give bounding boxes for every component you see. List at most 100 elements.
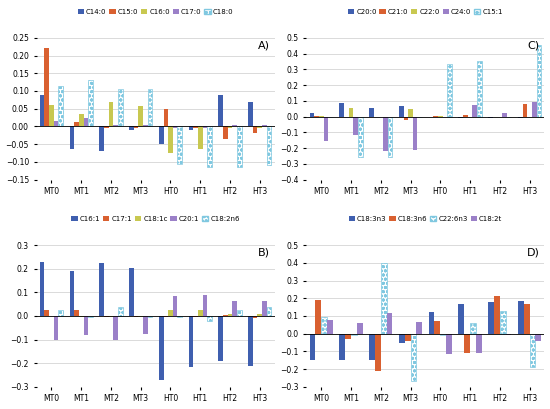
Bar bbox=[193, 316, 198, 317]
Bar bbox=[139, 106, 143, 126]
Bar bbox=[476, 334, 482, 353]
Bar bbox=[70, 271, 74, 316]
Bar bbox=[129, 267, 134, 316]
Legend: C18:3n3, C18:3n6, C22:6n3, C18:2t: C18:3n3, C18:3n6, C22:6n3, C18:2t bbox=[346, 213, 505, 225]
Bar bbox=[198, 310, 202, 316]
Bar bbox=[237, 310, 241, 316]
Legend: C14:0, C15:0, C16:0, C17:0, C18:0: C14:0, C15:0, C16:0, C17:0, C18:0 bbox=[75, 6, 236, 18]
Bar bbox=[530, 334, 535, 367]
Bar bbox=[522, 104, 527, 117]
Legend: C20:0, C21:0, C22:0, C24:0, C15:1: C20:0, C21:0, C22:0, C24:0, C15:1 bbox=[345, 6, 505, 18]
Bar bbox=[351, 334, 357, 335]
Bar bbox=[441, 334, 446, 335]
Bar bbox=[202, 295, 207, 316]
Bar bbox=[488, 302, 494, 334]
Bar bbox=[88, 316, 93, 317]
Bar bbox=[134, 126, 139, 128]
Bar bbox=[532, 101, 537, 117]
Bar bbox=[49, 105, 54, 126]
Bar bbox=[100, 263, 104, 316]
Bar bbox=[349, 108, 353, 117]
Bar bbox=[178, 316, 182, 317]
Bar bbox=[74, 122, 79, 126]
Bar bbox=[189, 316, 193, 367]
Bar bbox=[358, 117, 362, 157]
Bar bbox=[40, 94, 45, 126]
Bar bbox=[79, 316, 84, 317]
Bar bbox=[502, 112, 507, 117]
Bar bbox=[369, 334, 375, 360]
Bar bbox=[339, 334, 345, 360]
Bar bbox=[104, 126, 109, 128]
Bar bbox=[375, 334, 381, 371]
Bar bbox=[447, 64, 452, 117]
Bar bbox=[267, 306, 271, 316]
Bar bbox=[470, 323, 476, 334]
Bar bbox=[381, 263, 387, 334]
Bar bbox=[438, 116, 443, 117]
Bar bbox=[446, 334, 452, 354]
Legend: C16:1, C17:1, C18:1c, C20:1, C18:2n6: C16:1, C17:1, C18:1c, C20:1, C18:2n6 bbox=[69, 213, 243, 225]
Bar bbox=[459, 304, 464, 334]
Bar bbox=[159, 316, 163, 380]
Bar bbox=[410, 334, 416, 382]
Bar bbox=[88, 80, 93, 126]
Bar bbox=[253, 126, 257, 133]
Bar bbox=[505, 334, 512, 335]
Text: D): D) bbox=[527, 248, 540, 258]
Bar bbox=[173, 126, 178, 128]
Bar bbox=[129, 126, 134, 130]
Bar bbox=[321, 317, 327, 334]
Bar bbox=[202, 126, 207, 128]
Bar bbox=[267, 126, 271, 165]
Bar bbox=[173, 296, 178, 316]
Bar bbox=[524, 303, 530, 334]
Bar bbox=[163, 316, 168, 317]
Bar bbox=[262, 301, 267, 316]
Bar bbox=[383, 117, 388, 151]
Bar bbox=[399, 334, 405, 343]
Bar bbox=[104, 316, 109, 317]
Bar bbox=[316, 300, 321, 334]
Bar bbox=[223, 315, 228, 316]
Bar bbox=[113, 316, 118, 339]
Bar bbox=[353, 117, 358, 135]
Bar bbox=[118, 306, 123, 316]
Bar bbox=[134, 316, 139, 317]
Bar bbox=[537, 45, 541, 117]
Bar bbox=[310, 334, 316, 360]
Bar bbox=[148, 89, 152, 126]
Bar bbox=[408, 110, 413, 117]
Bar bbox=[228, 126, 232, 128]
Text: A): A) bbox=[258, 41, 270, 51]
Bar bbox=[189, 126, 193, 130]
Bar bbox=[100, 126, 104, 151]
Bar bbox=[148, 316, 152, 317]
Bar bbox=[404, 117, 408, 120]
Bar bbox=[84, 316, 88, 335]
Bar bbox=[143, 125, 148, 126]
Bar bbox=[178, 126, 182, 164]
Bar bbox=[79, 114, 84, 126]
Bar bbox=[118, 89, 123, 126]
Bar bbox=[237, 126, 241, 167]
Bar bbox=[345, 334, 351, 339]
Bar bbox=[168, 126, 173, 153]
Bar bbox=[464, 334, 470, 353]
Bar bbox=[500, 311, 505, 334]
Text: C): C) bbox=[527, 41, 540, 51]
Bar bbox=[459, 117, 463, 118]
Bar bbox=[413, 117, 417, 150]
Bar bbox=[58, 310, 63, 316]
Bar bbox=[518, 301, 524, 334]
Bar bbox=[248, 316, 253, 366]
Bar bbox=[477, 61, 482, 117]
Bar bbox=[319, 116, 323, 117]
Bar bbox=[488, 117, 493, 118]
Bar bbox=[388, 117, 392, 157]
Bar bbox=[163, 109, 168, 126]
Bar bbox=[387, 313, 392, 334]
Bar bbox=[54, 316, 58, 339]
Bar bbox=[143, 316, 148, 334]
Bar bbox=[399, 106, 404, 117]
